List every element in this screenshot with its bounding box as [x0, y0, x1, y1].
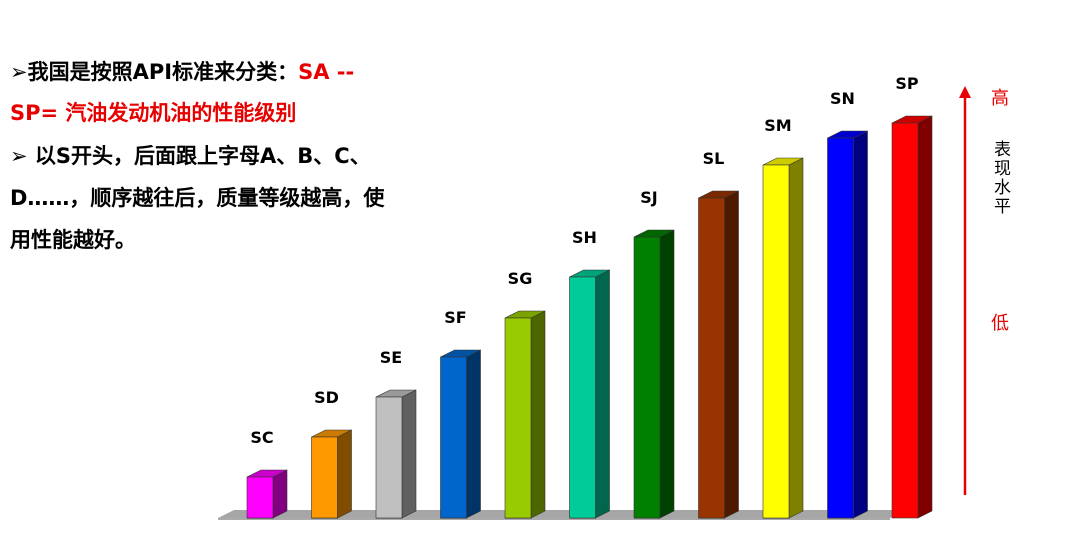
bar-side — [595, 269, 610, 519]
bar — [698, 190, 739, 519]
bar-label: SD — [314, 388, 339, 407]
detail-line: D……，顺序越往后，质量等级越高，使 — [10, 186, 385, 210]
bullet: ➢ — [10, 144, 35, 168]
detail-line: ➢ 以S开头，后面跟上字母A、B、C、 — [10, 140, 371, 170]
bar-side — [853, 130, 868, 519]
intro-line: ➢我国是按照API标准来分类：SA -- — [10, 56, 354, 86]
intro-red-line: SP= 汽油发动机油的性能级别 — [10, 101, 297, 125]
bar — [504, 310, 546, 519]
bar-front — [375, 396, 403, 519]
bar-side — [917, 115, 933, 519]
bar-side — [337, 429, 352, 519]
bar-side — [466, 349, 481, 519]
detail-line: 用性能越好。 — [10, 228, 136, 252]
bar-side — [272, 469, 288, 519]
scale-low: 低 — [991, 313, 1009, 334]
bar — [569, 269, 610, 519]
bar-label: SJ — [640, 188, 657, 207]
bar-front — [762, 164, 790, 519]
intro-red: SA -- — [298, 60, 355, 84]
scale-high: 高 — [991, 88, 1009, 109]
detail-text: 以S开头，后面跟上字母A、B、C、 — [34, 144, 371, 168]
bar-front — [827, 137, 854, 519]
bar-label: SE — [380, 348, 402, 367]
bar — [375, 389, 417, 519]
bar — [633, 229, 675, 519]
bar — [827, 130, 868, 519]
arrow-head — [959, 86, 971, 98]
bar-label: SC — [250, 428, 273, 447]
bar — [440, 349, 481, 519]
bar-label: SL — [703, 149, 725, 168]
bar-front — [698, 197, 725, 519]
intro-black: 我国是按照API标准来分类： — [27, 60, 299, 84]
bar — [246, 469, 288, 519]
bullet: ➢ — [10, 60, 28, 84]
bar-label: SH — [572, 228, 597, 247]
bar-front — [891, 122, 919, 519]
bar — [891, 115, 933, 519]
bar — [762, 157, 804, 519]
bar-front — [311, 436, 338, 519]
bar-label: SF — [444, 308, 466, 327]
bar-front — [504, 317, 532, 519]
bar-side — [659, 229, 675, 519]
bar-side — [788, 157, 804, 519]
bar-side — [724, 190, 739, 519]
bar-front — [246, 476, 274, 519]
bar-label: SP — [895, 74, 919, 93]
scale-label: 表现水平 — [990, 140, 1011, 216]
bar-front — [440, 356, 467, 519]
bar-side — [530, 310, 546, 519]
bar-label: SM — [764, 116, 791, 135]
bar-side — [401, 389, 417, 519]
bar-front — [569, 276, 596, 519]
bar-front — [633, 236, 661, 519]
bar-label: SN — [830, 89, 855, 108]
bar-label: SG — [508, 269, 533, 288]
bar — [311, 429, 352, 519]
